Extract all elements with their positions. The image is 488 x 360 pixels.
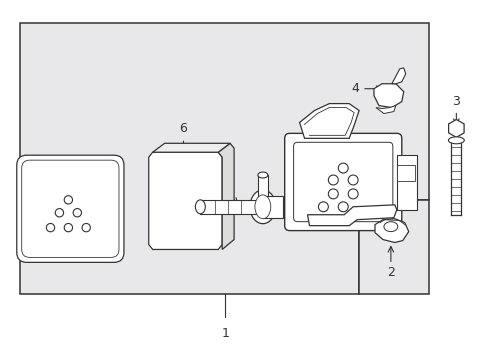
Text: 6: 6 xyxy=(179,122,187,135)
Bar xyxy=(200,200,263,214)
Text: 3: 3 xyxy=(451,95,459,108)
Polygon shape xyxy=(375,105,395,113)
Circle shape xyxy=(347,189,357,199)
Circle shape xyxy=(46,224,55,232)
Circle shape xyxy=(338,163,347,173)
Polygon shape xyxy=(218,143,234,249)
Bar xyxy=(396,155,416,210)
Ellipse shape xyxy=(249,190,275,224)
Circle shape xyxy=(55,208,63,217)
Ellipse shape xyxy=(195,200,205,214)
FancyBboxPatch shape xyxy=(17,155,123,262)
Circle shape xyxy=(318,202,327,212)
Polygon shape xyxy=(391,68,405,84)
Bar xyxy=(358,200,427,294)
Bar xyxy=(257,175,267,207)
Text: 1: 1 xyxy=(221,327,228,340)
Polygon shape xyxy=(374,219,408,243)
Ellipse shape xyxy=(257,172,267,178)
Text: 2: 2 xyxy=(386,266,394,279)
Polygon shape xyxy=(152,143,230,152)
Polygon shape xyxy=(307,205,396,226)
Circle shape xyxy=(327,189,338,199)
Circle shape xyxy=(64,196,72,204)
Polygon shape xyxy=(373,84,403,108)
Circle shape xyxy=(338,202,347,212)
Text: 5: 5 xyxy=(31,154,39,167)
FancyBboxPatch shape xyxy=(284,133,401,231)
Bar xyxy=(263,196,282,218)
Circle shape xyxy=(73,208,81,217)
Polygon shape xyxy=(148,152,222,249)
Text: 7: 7 xyxy=(220,180,228,193)
Circle shape xyxy=(347,175,357,185)
Circle shape xyxy=(82,224,90,232)
Ellipse shape xyxy=(447,137,463,144)
Text: 4: 4 xyxy=(350,82,358,95)
Bar xyxy=(396,165,414,181)
Polygon shape xyxy=(447,120,463,137)
Circle shape xyxy=(327,175,338,185)
Circle shape xyxy=(64,224,72,232)
Polygon shape xyxy=(299,104,358,138)
Polygon shape xyxy=(20,23,427,294)
Ellipse shape xyxy=(383,222,397,231)
Ellipse shape xyxy=(254,195,270,219)
